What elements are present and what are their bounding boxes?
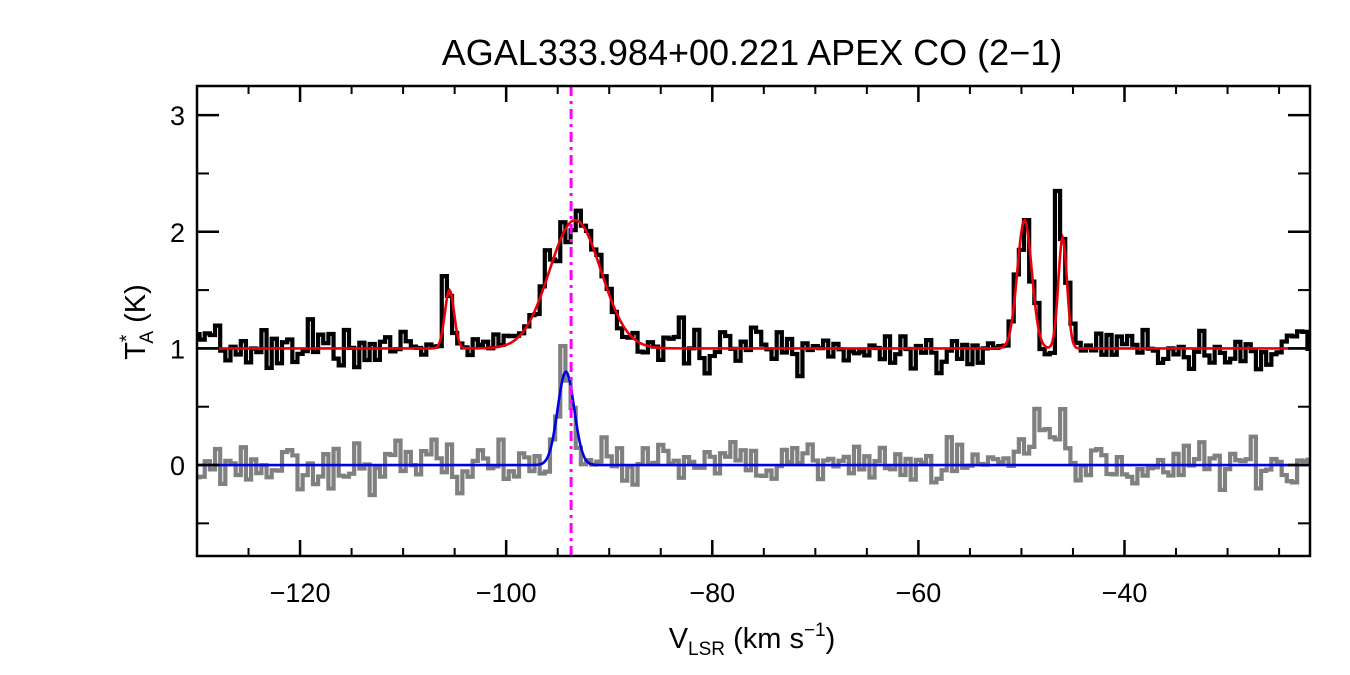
x-tick-label: −100 <box>476 578 537 608</box>
x-tick-label: −120 <box>270 578 331 608</box>
gaussian-fit-upper <box>197 218 1310 350</box>
y-tick-label: 3 <box>170 101 185 131</box>
spectrum-observed-lower <box>197 343 1310 498</box>
x-tick-label: −40 <box>1102 578 1148 608</box>
plot-frame <box>195 84 1312 558</box>
y-tick-label: 2 <box>170 218 185 248</box>
spectrum-observed-upper <box>197 188 1310 379</box>
x-axis-label: VLSR (km s−1) <box>669 620 836 660</box>
y-tick-label: 1 <box>170 334 185 364</box>
plot-area: −120 −100 −80 −60 −40 0 1 2 3 <box>170 84 1312 608</box>
gaussian-fit-lower <box>197 370 1310 467</box>
y-tick-label: 0 <box>170 451 185 481</box>
chart-title: AGAL333.984+00.221 APEX CO (2−1) <box>442 32 1062 73</box>
y-axis-label: T*A (K) <box>117 284 158 360</box>
x-tick-label: −80 <box>689 578 735 608</box>
x-tick-label: −60 <box>895 578 941 608</box>
